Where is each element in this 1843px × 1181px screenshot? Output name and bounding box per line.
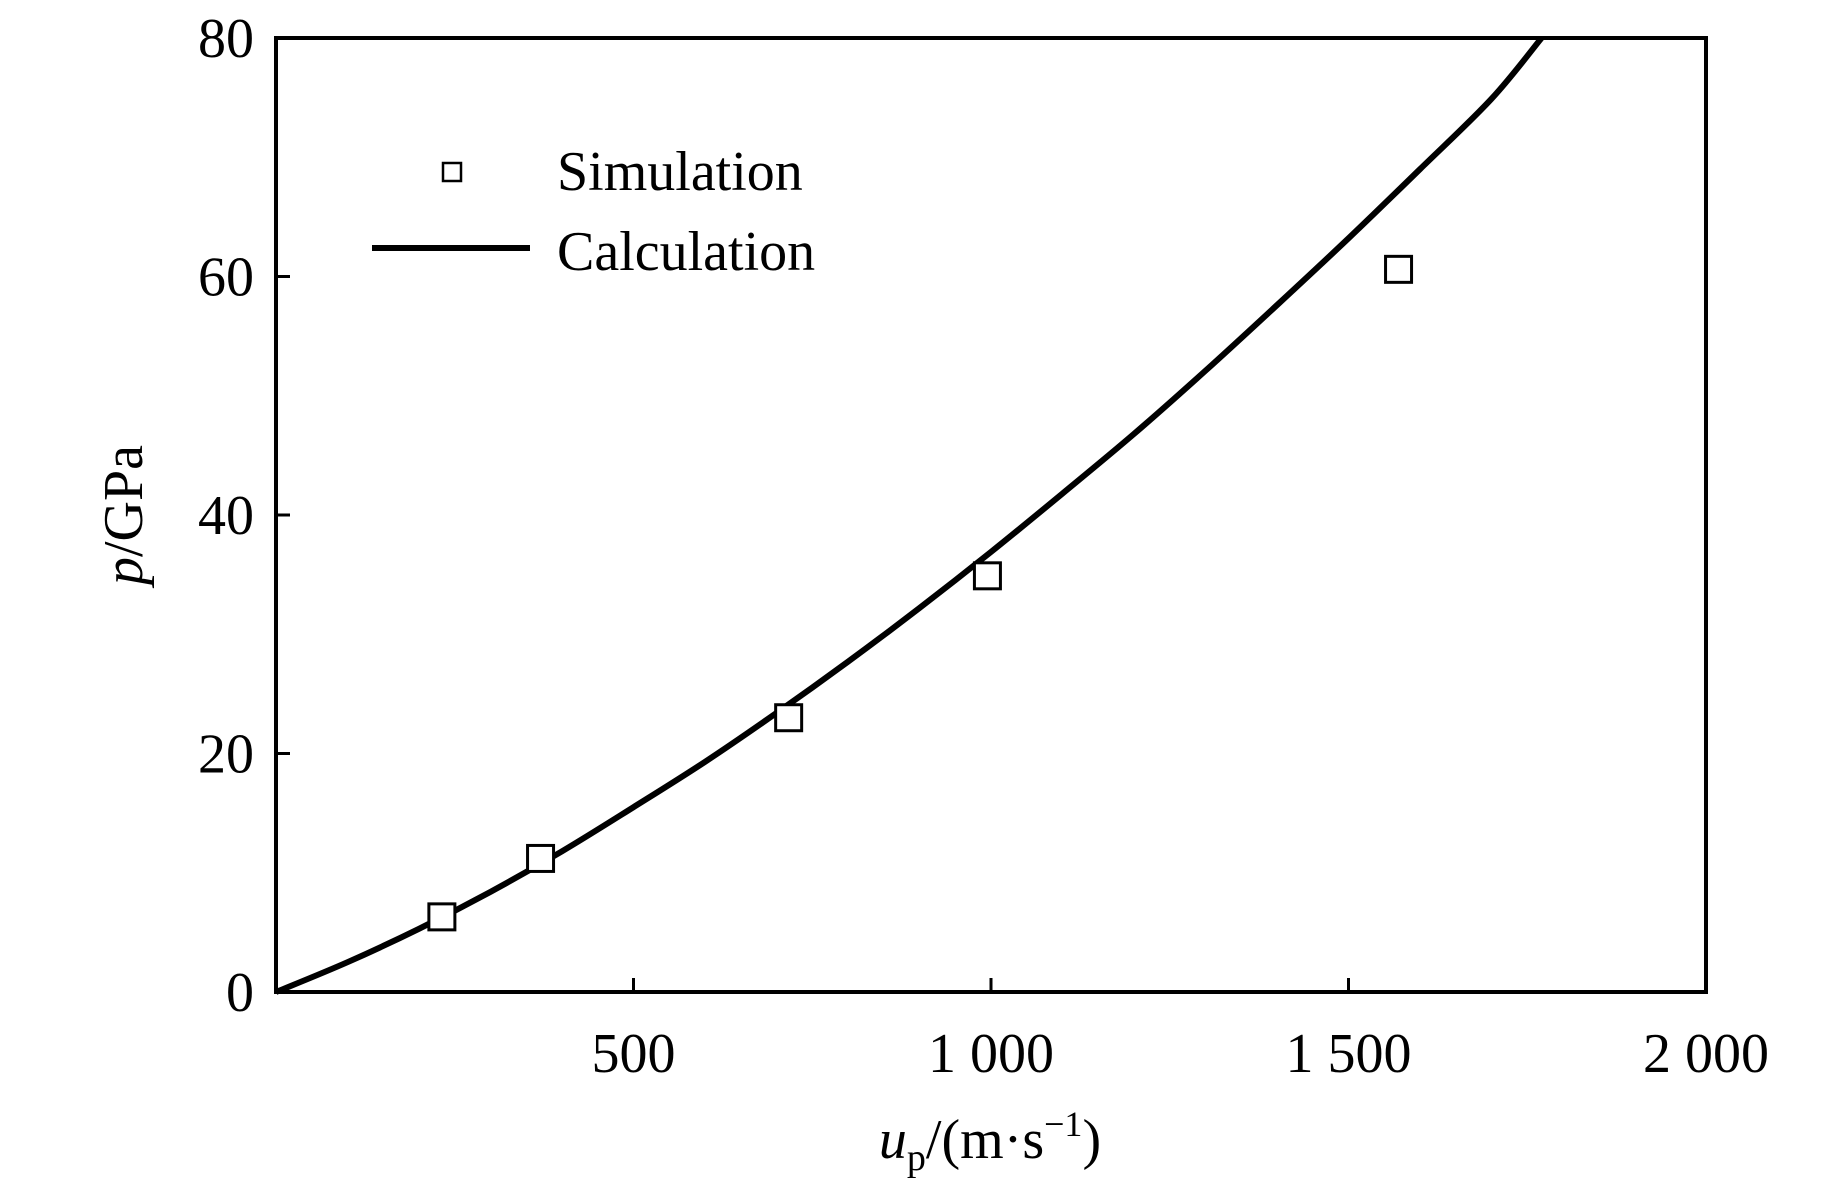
plot-area-frame <box>274 36 1708 994</box>
y-axis-title: p/GPa <box>93 445 155 589</box>
y-tick-label: 60 <box>198 247 254 309</box>
series-markers-simulation <box>427 254 1414 932</box>
x-axis-title-close: ) <box>1082 1109 1101 1171</box>
x-axis-title-subscript: p <box>907 1137 926 1179</box>
simulation-point <box>526 843 556 873</box>
simulation-point <box>774 703 804 733</box>
legend: Simulation Calculation <box>372 141 815 283</box>
y-axis-title-unit: /GPa <box>93 445 155 557</box>
x-axis-ticks: 500 1 000 1 500 2 000 <box>592 978 1769 1085</box>
series-line-calculation <box>274 36 1544 995</box>
y-tick-label: 80 <box>198 8 254 70</box>
y-axis-ticks: 0 20 40 60 80 <box>198 8 290 1024</box>
legend-label-simulation: Simulation <box>557 141 803 203</box>
y-axis-title-variable: p <box>93 557 155 589</box>
simulation-point <box>427 902 457 932</box>
x-axis-title-superscript: −1 <box>1044 1104 1082 1144</box>
simulation-point <box>972 561 1002 591</box>
x-axis-title-unit: /(m·s <box>926 1109 1044 1171</box>
x-axis-title: up/(m·s−1) <box>879 1104 1101 1179</box>
y-tick-label: 0 <box>226 962 254 1024</box>
x-tick-label: 2 000 <box>1643 1023 1769 1085</box>
x-tick-label: 1 500 <box>1286 1023 1412 1085</box>
legend-marker-square <box>441 161 463 183</box>
y-tick-label: 40 <box>198 485 254 547</box>
x-tick-label: 1 000 <box>928 1023 1054 1085</box>
x-tick-label: 500 <box>592 1023 676 1085</box>
y-tick-label: 20 <box>198 724 254 786</box>
x-axis-title-variable: u <box>879 1109 907 1171</box>
simulation-point <box>1384 254 1414 284</box>
legend-label-calculation: Calculation <box>557 221 815 283</box>
